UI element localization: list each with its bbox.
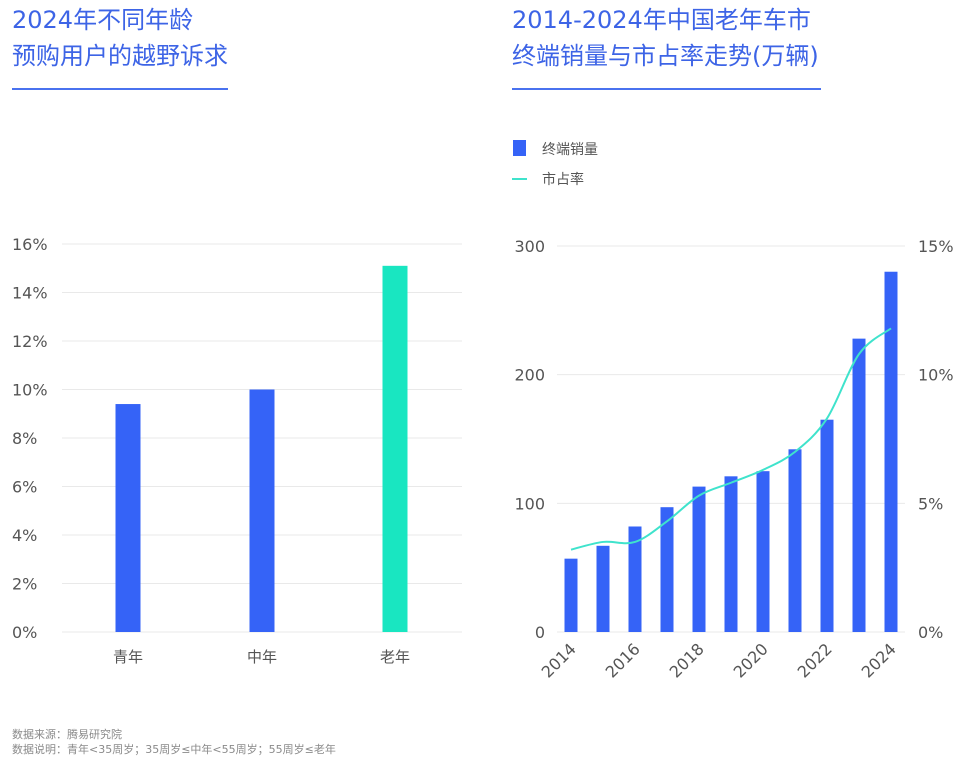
- right-x-tick-label: 2022: [794, 639, 836, 681]
- right-bar-2016: [628, 526, 642, 632]
- left-y-tick-label: 4%: [12, 526, 37, 545]
- left-x-tick-label: 老年: [380, 648, 410, 666]
- share-line: [570, 327, 892, 551]
- left-title-underline: [12, 88, 228, 90]
- legend-share-label: 市占率: [542, 171, 584, 188]
- left-y-tick-label: 14%: [12, 284, 48, 303]
- right-right-y-tick-label: 5%: [918, 494, 943, 513]
- footer-notes: 数据来源：腾易研究院 数据说明：青年<35周岁；35周岁≤中年<55周岁；55周…: [12, 727, 336, 757]
- left-y-tick-label: 2%: [12, 575, 37, 594]
- data-source-note: 数据来源：腾易研究院: [12, 728, 122, 741]
- right-right-y-tick-label: 10%: [918, 366, 954, 385]
- left-chart-title-line-2: 预购用户的越野诉求: [12, 42, 228, 70]
- right-left-y-tick-label: 100: [514, 494, 545, 513]
- left-x-tick-label: 中年: [247, 648, 277, 666]
- left-y-tick-label: 10%: [12, 381, 48, 400]
- left-y-tick-label: 12%: [12, 332, 48, 351]
- right-right-y-tick-label: 0%: [918, 623, 943, 642]
- right-bar-2024: [884, 271, 898, 632]
- left-y-tick-label: 16%: [12, 235, 48, 254]
- right-title-underline: [512, 88, 821, 90]
- right-left-y-tick-label: 300: [514, 237, 545, 256]
- right-left-y-tick-label: 0: [535, 623, 545, 642]
- right-x-tick-label: 2018: [666, 639, 708, 681]
- legend-sales-swatch: [513, 140, 526, 156]
- right-bar-2022: [820, 419, 834, 632]
- right-bar-2014: [564, 558, 578, 632]
- left-bar-老年: [382, 265, 408, 632]
- right-left-y-tick-label: 200: [514, 366, 545, 385]
- right-bar-2018: [692, 486, 706, 632]
- right-chart-title-line-1: 2014-2024年中国老年车市: [512, 6, 811, 34]
- right-x-tick-label: 2024: [858, 639, 900, 681]
- right-chart-title-line-2: 终端销量与市占率走势(万辆): [512, 42, 819, 70]
- right-bar-2023: [852, 338, 866, 632]
- left-y-tick-label: 8%: [12, 429, 37, 448]
- right-bar-2017: [660, 507, 674, 632]
- left-chart-title: 2024年不同年龄 预购用户的越野诉求: [12, 2, 228, 74]
- right-x-tick-label: 2020: [730, 639, 772, 681]
- right-bar-2019: [724, 476, 738, 632]
- left-x-tick-label: 青年: [113, 648, 143, 666]
- right-chart-title: 2014-2024年中国老年车市 终端销量与市占率走势(万辆): [512, 2, 819, 74]
- left-y-tick-label: 0%: [12, 623, 37, 642]
- left-chart-title-line-1: 2024年不同年龄: [12, 6, 194, 34]
- left-y-tick-label: 6%: [12, 478, 37, 497]
- right-bar-2020: [756, 471, 770, 632]
- right-x-tick-label: 2016: [602, 639, 644, 681]
- right-right-y-tick-label: 15%: [918, 237, 954, 256]
- legend-sales-label: 终端销量: [542, 142, 598, 158]
- data-definition-note: 数据说明：青年<35周岁；35周岁≤中年<55周岁；55周岁≤老年: [12, 743, 336, 756]
- left-bar-青年: [115, 404, 141, 632]
- right-bar-2021: [788, 449, 802, 632]
- right-bar-2015: [596, 545, 610, 632]
- left-bar-中年: [249, 389, 275, 632]
- right-x-tick-label: 2014: [538, 639, 580, 681]
